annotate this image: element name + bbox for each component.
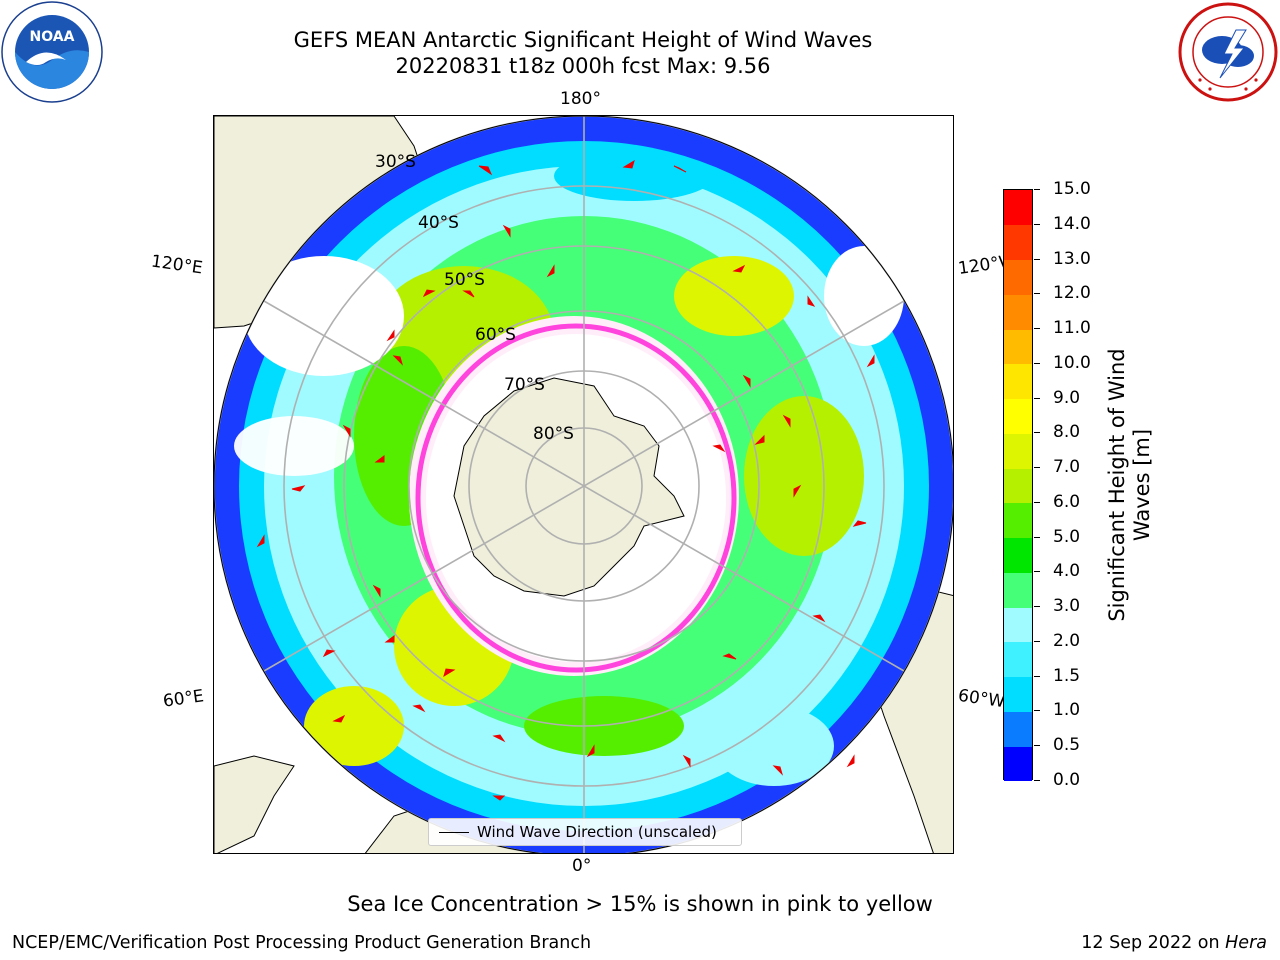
lat-label-40s: 40°S	[418, 213, 459, 233]
footer-date: 12 Sep 2022 on	[1081, 933, 1226, 953]
colorbar-tick-label: 3.0	[1053, 596, 1081, 617]
colorbar-segment	[1004, 537, 1032, 573]
colorbar-tick-label: 1.0	[1053, 700, 1081, 721]
colorbar-title: Significant Height of Wind Waves [m]	[1105, 348, 1154, 622]
colorbar-tick-label: 9.0	[1053, 387, 1081, 408]
colorbar-segment	[1004, 572, 1032, 608]
legend-label: Wind Wave Direction (unscaled)	[477, 823, 717, 841]
colorbar-tick	[1034, 780, 1040, 781]
colorbar-segment	[1004, 433, 1032, 469]
footer-date-host: 12 Sep 2022 on Hera	[1081, 931, 1267, 955]
colorbar-tick	[1034, 501, 1040, 503]
colorbar-tick-label: 7.0	[1053, 457, 1081, 478]
colorbar-tick-label: 11.0	[1053, 318, 1091, 339]
lat-label-70s: 70°S	[504, 375, 545, 395]
colorbar-tick	[1034, 536, 1040, 538]
colorbar-segment	[1004, 190, 1032, 226]
colorbar-tick-label: 0.0	[1053, 770, 1081, 790]
colorbar-segment	[1004, 398, 1032, 434]
colorbar-tick	[1034, 328, 1040, 330]
chart-subtitle: 20220831 t18z 000h fcst Max: 9.56	[395, 54, 771, 78]
footer-host: Hera	[1225, 933, 1267, 953]
lat-label-30s: 30°S	[375, 152, 416, 172]
colorbar-tick	[1034, 189, 1040, 190]
lon-label-180: 180°	[560, 89, 601, 109]
colorbar-tick	[1034, 675, 1040, 677]
map-panel	[213, 115, 954, 854]
lon-label-120e: 120°E	[149, 251, 204, 279]
colorbar-tick-label: 0.5	[1053, 735, 1081, 756]
legend-line-swatch	[439, 832, 469, 834]
colorbar-tick	[1034, 745, 1040, 747]
wind-wave-arrows	[256, 159, 875, 801]
colorbar-tick	[1034, 432, 1040, 434]
colorbar-tick-label: 12.0	[1053, 283, 1091, 304]
caption: Sea Ice Concentration > 15% is shown in …	[347, 892, 933, 916]
colorbar-tick-label: 15.0	[1053, 179, 1091, 199]
colorbar-segment	[1004, 607, 1032, 643]
colorbar-segment	[1004, 641, 1032, 678]
colorbar-segment	[1004, 363, 1032, 400]
colorbar-segment	[1004, 746, 1032, 782]
colorbar-segment	[1004, 259, 1032, 295]
colorbar-tick	[1034, 606, 1040, 608]
land-antarctica	[453, 377, 685, 597]
colorbar-tick-label: 6.0	[1053, 491, 1081, 512]
colorbar-tick	[1034, 223, 1040, 225]
colorbar-tick	[1034, 293, 1040, 295]
colorbar-segment	[1004, 468, 1032, 504]
colorbar	[1003, 189, 1033, 782]
map-legend: Wind Wave Direction (unscaled)	[428, 818, 742, 846]
lat-label-50s: 50°S	[444, 270, 485, 290]
colorbar-segment	[1004, 711, 1032, 747]
colorbar-segment	[1004, 294, 1032, 330]
colorbar-tick	[1034, 467, 1040, 469]
colorbar-segment	[1004, 502, 1032, 539]
colorbar-tick	[1034, 258, 1040, 260]
graticule	[214, 116, 953, 853]
colorbar-tick-label: 4.0	[1053, 561, 1081, 582]
colorbar-tick-label: 14.0	[1053, 213, 1091, 234]
lon-label-60e: 60°E	[161, 686, 206, 712]
colorbar-tick	[1034, 397, 1040, 399]
noaa-logo: NOAA	[1, 1, 103, 103]
colorbar-tick-label: 2.0	[1053, 630, 1081, 651]
colorbar-segment	[1004, 224, 1032, 260]
noaa-logo-text: NOAA	[30, 29, 75, 45]
colorbar-tick	[1034, 710, 1040, 712]
lon-label-0: 0°	[572, 856, 592, 876]
colorbar-tick	[1034, 362, 1040, 364]
lon-label-60w: 60°W	[956, 685, 1007, 713]
colorbar-tick	[1034, 640, 1040, 642]
colorbar-tick-label: 8.0	[1053, 422, 1081, 443]
colorbar-tick-label: 5.0	[1053, 526, 1081, 547]
chart-title: GEFS MEAN Antarctic Significant Height o…	[293, 28, 873, 52]
colorbar-tick-label: 13.0	[1053, 248, 1091, 269]
nws-logo	[1178, 2, 1278, 102]
colorbar-segment	[1004, 676, 1032, 712]
land-africa	[214, 755, 295, 853]
colorbar-tick-label: 1.5	[1053, 665, 1081, 686]
colorbar-segment	[1004, 329, 1032, 365]
colorbar-tick-label: 10.0	[1053, 352, 1091, 373]
lat-label-60s: 60°S	[475, 325, 516, 345]
map-canvas	[214, 116, 953, 853]
footer-credit: NCEP/EMC/Verification Post Processing Pr…	[12, 933, 592, 953]
lat-label-80s: 80°S	[533, 424, 574, 444]
colorbar-tick	[1034, 571, 1040, 573]
